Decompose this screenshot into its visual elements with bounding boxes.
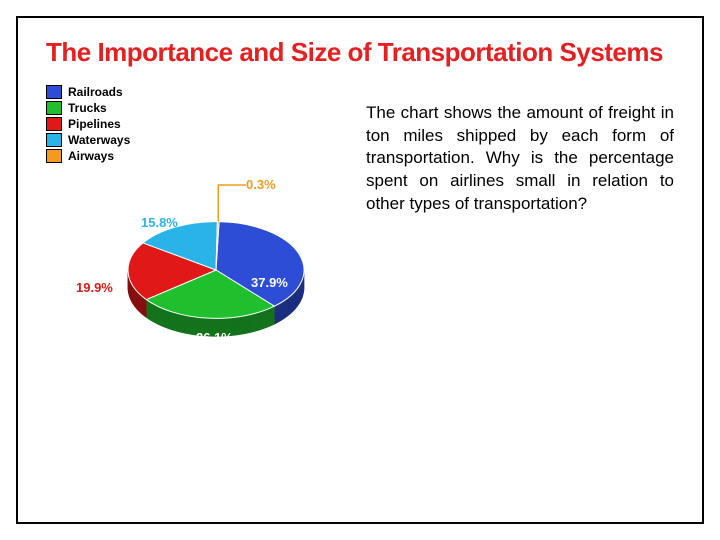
legend-swatch [46,149,62,163]
legend-label: Trucks [68,101,107,115]
pie-chart: 37.9%26.1%19.9%15.8%0.3% [96,145,336,385]
slide-frame: The Importance and Size of Transportatio… [16,16,704,524]
legend-swatch [46,101,62,115]
chart-area: RailroadsTrucksPipelinesWaterwaysAirways… [46,85,346,234]
slide-title: The Importance and Size of Transportatio… [46,38,674,67]
content-row: RailroadsTrucksPipelinesWaterwaysAirways… [46,85,674,234]
callout-line [218,185,246,222]
legend-swatch [46,117,62,131]
pct-label: 15.8% [141,215,178,230]
description-text: The chart shows the amount of freight in… [366,102,674,217]
legend-swatch [46,85,62,99]
legend-label: Railroads [68,85,123,99]
pct-label: 19.9% [76,280,113,295]
pct-label: 0.3% [246,177,276,192]
pct-label: 37.9% [251,275,288,290]
legend-swatch [46,133,62,147]
legend-item: Trucks [46,101,130,115]
legend-item: Pipelines [46,117,130,131]
legend-item: Railroads [46,85,130,99]
pct-label: 26.1% [196,330,233,345]
legend-label: Pipelines [68,117,121,131]
description-area: The chart shows the amount of freight in… [366,85,674,234]
